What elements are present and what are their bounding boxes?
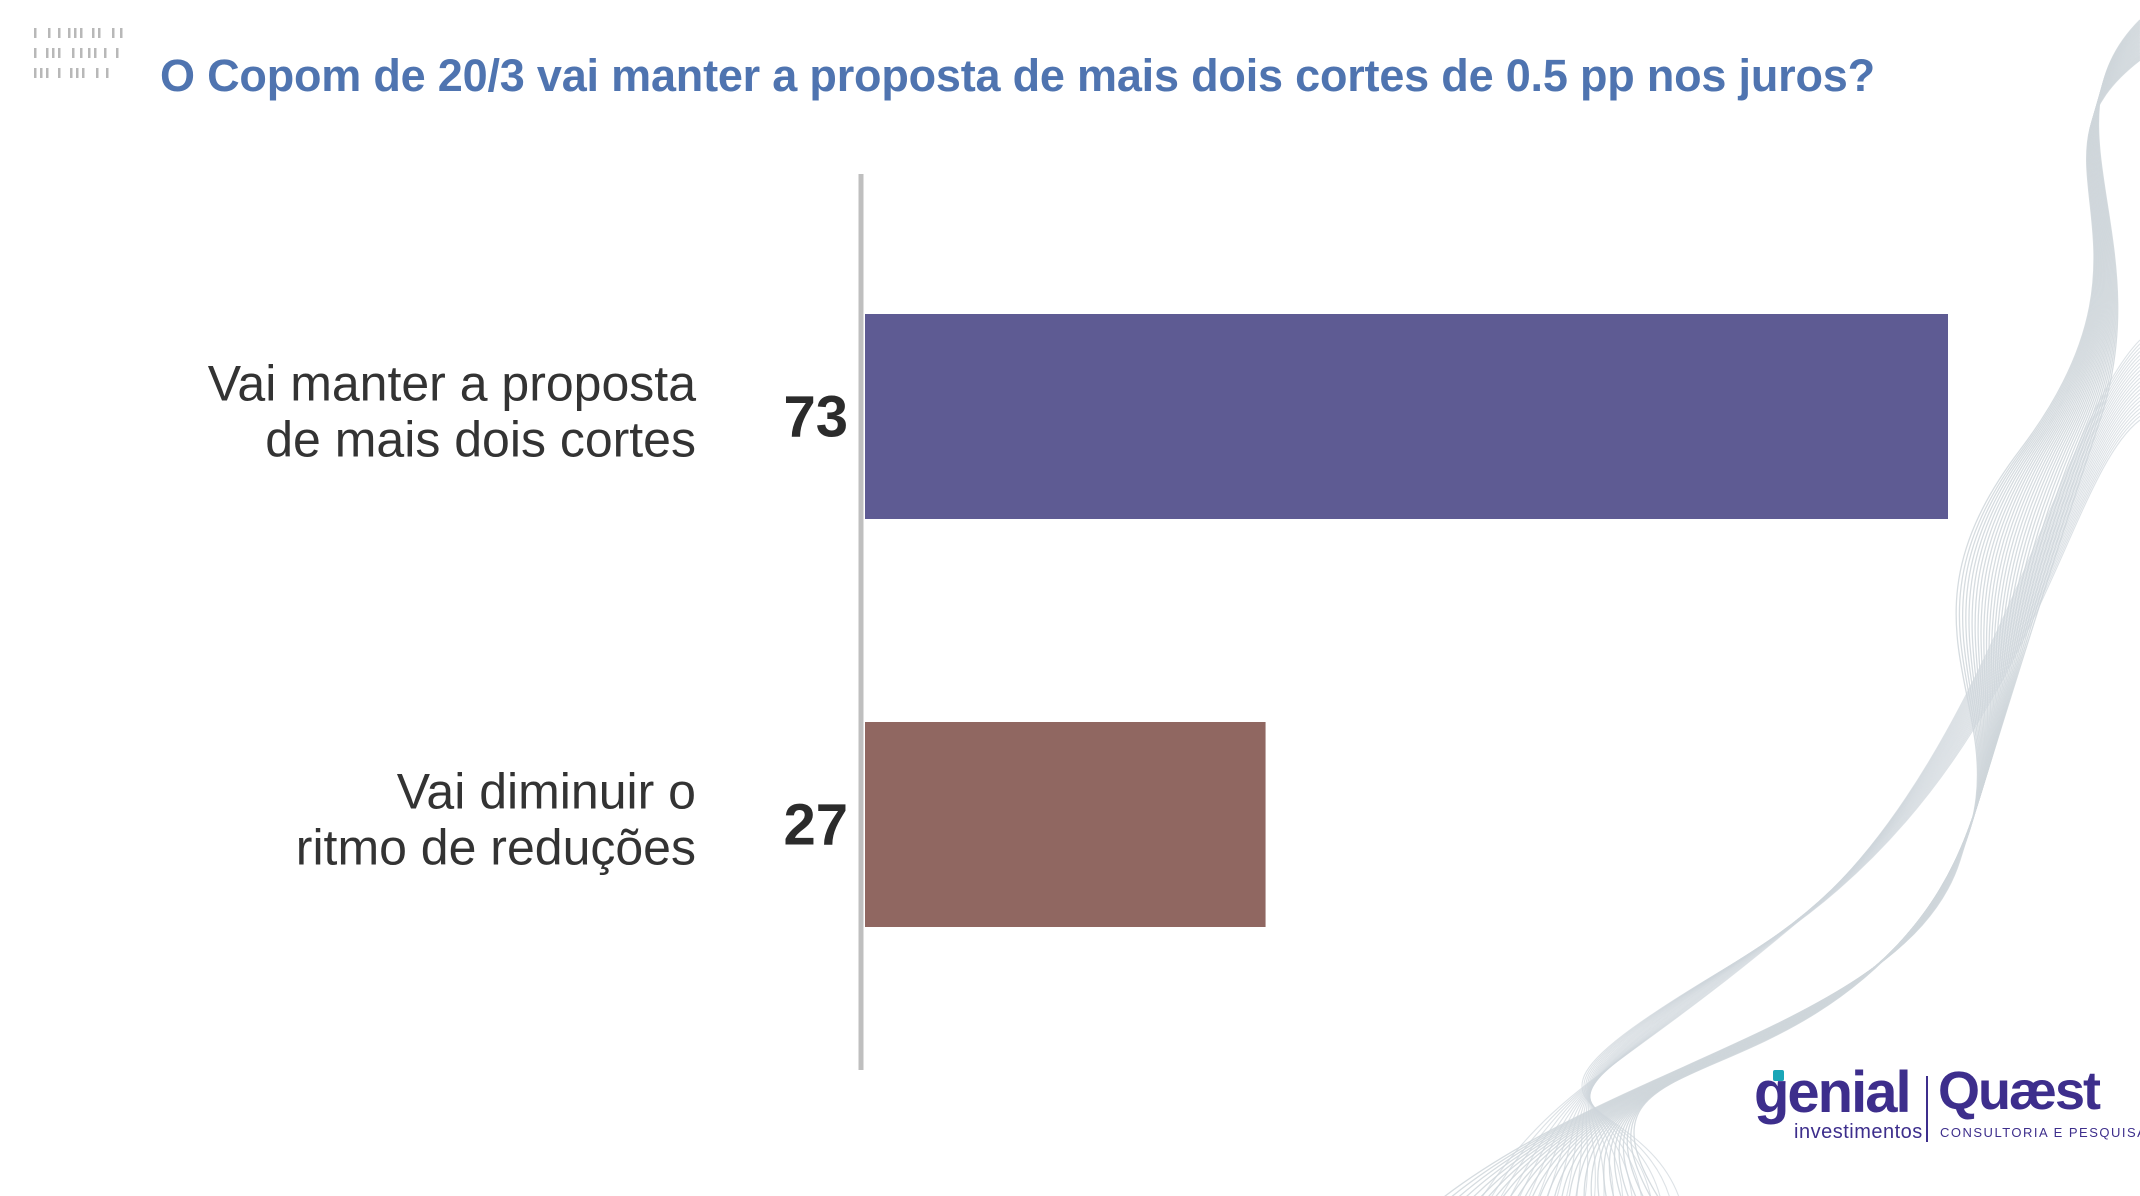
logo-divider bbox=[1926, 1076, 1928, 1142]
corner-mark bbox=[34, 48, 37, 58]
quaest-logo-sub: CONSULTORIA E PESQUISA bbox=[1940, 1125, 2140, 1140]
corner-mark bbox=[112, 28, 115, 38]
bar-2 bbox=[865, 722, 1266, 927]
corner-mark bbox=[46, 68, 49, 78]
corner-marks-decoration bbox=[34, 28, 123, 78]
corner-mark bbox=[96, 68, 99, 78]
corner-mark bbox=[70, 68, 73, 78]
corner-mark bbox=[48, 28, 51, 38]
wave-line bbox=[1581, 419, 2140, 1196]
corner-mark bbox=[74, 28, 77, 38]
corner-mark bbox=[52, 48, 55, 58]
category-label-2: Vai diminuir o ritmo de reduções bbox=[296, 764, 696, 876]
corner-mark bbox=[58, 68, 61, 78]
corner-mark bbox=[94, 48, 97, 58]
corner-mark bbox=[80, 48, 83, 58]
corner-mark bbox=[34, 28, 37, 38]
corner-mark bbox=[82, 68, 85, 78]
corner-mark bbox=[46, 48, 49, 58]
genial-logo: genial investimentos bbox=[1754, 1064, 1924, 1143]
corner-mark bbox=[106, 68, 109, 78]
data-label-1: 73 bbox=[783, 385, 848, 450]
genial-logo-sub: investimentos bbox=[1794, 1121, 1923, 1143]
corner-mark bbox=[40, 68, 43, 78]
corner-mark bbox=[76, 68, 79, 78]
corner-mark bbox=[92, 28, 95, 38]
corner-mark bbox=[120, 28, 123, 38]
corner-mark bbox=[58, 28, 61, 38]
corner-mark bbox=[58, 48, 61, 58]
data-label-2: 27 bbox=[783, 793, 848, 858]
corner-mark bbox=[34, 68, 37, 78]
corner-mark bbox=[98, 28, 101, 38]
quaest-logo: Quæst CONSULTORIA E PESQUISA bbox=[1938, 1064, 2140, 1142]
page-title: O Copom de 20/3 vai manter a proposta de… bbox=[160, 50, 1875, 101]
category-label-1: Vai manter a proposta de mais dois cortes bbox=[208, 356, 696, 468]
corner-mark bbox=[88, 48, 91, 58]
corner-mark bbox=[68, 28, 71, 38]
corner-mark bbox=[80, 28, 83, 38]
bar-1 bbox=[865, 314, 1948, 519]
quaest-logo-word: Quæst bbox=[1938, 1061, 2101, 1121]
corner-mark bbox=[104, 48, 107, 58]
genial-logo-accent-icon bbox=[1773, 1070, 1784, 1081]
corner-mark bbox=[72, 48, 75, 58]
corner-mark bbox=[116, 48, 119, 58]
